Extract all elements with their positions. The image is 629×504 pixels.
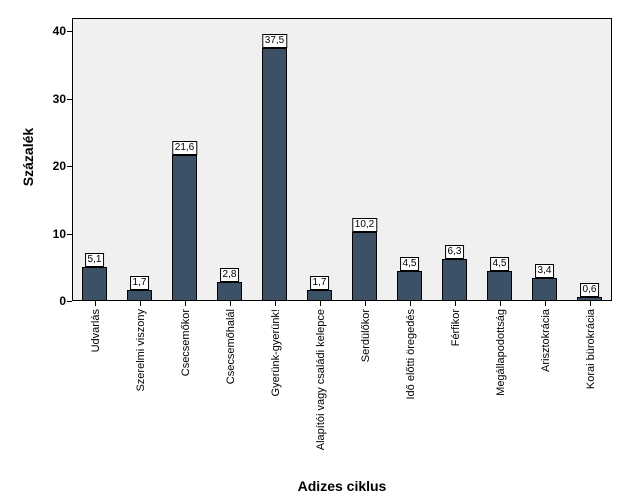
bar — [172, 155, 197, 301]
x-tick-mark — [590, 301, 591, 306]
bar — [82, 267, 107, 301]
x-category-label: Csecsemőkor — [180, 309, 192, 376]
x-category-label: Férfikor — [450, 309, 462, 346]
bar-value-label: 10,2 — [352, 218, 377, 232]
x-tick-mark — [320, 301, 321, 306]
y-axis-title: Százalék — [20, 107, 36, 207]
y-tick-mark — [67, 166, 72, 167]
y-tick-label: 30 — [46, 92, 66, 106]
x-tick-mark — [95, 301, 96, 306]
y-tick-label: 0 — [46, 294, 66, 308]
bar — [442, 259, 467, 301]
bar — [487, 271, 512, 301]
x-tick-mark — [410, 301, 411, 306]
x-category-label: Idő előtti öregedés — [405, 309, 417, 400]
bar — [532, 278, 557, 301]
x-axis-title: Adizes ciklus — [242, 478, 442, 494]
bar-value-label: 0,6 — [580, 283, 600, 297]
y-tick-mark — [67, 31, 72, 32]
bar-value-label: 1,7 — [310, 276, 330, 290]
chart-container: 0 10 20 30 40 5,1 1,7 21,6 2,8 37,5 1,7 10,2 4,5 6,3… — [0, 0, 629, 504]
bar-value-label: 6,3 — [445, 245, 465, 259]
y-tick-mark — [67, 234, 72, 235]
x-category-label: Udvarlás — [90, 309, 102, 352]
y-tick-mark — [67, 301, 72, 302]
bar-value-label: 3,4 — [535, 264, 555, 278]
x-category-label: Csecsemőhalál — [225, 309, 237, 384]
x-category-label: Megállapodottság — [495, 309, 507, 396]
bar-value-label: 2,8 — [220, 268, 240, 282]
x-tick-mark — [275, 301, 276, 306]
bar — [127, 290, 152, 301]
x-category-label: Serdülőkor — [360, 309, 372, 362]
x-category-label: Gyerünk-gyerünk! — [270, 309, 282, 396]
bar-value-label: 5,1 — [85, 253, 105, 267]
bar — [352, 232, 377, 301]
x-tick-mark — [545, 301, 546, 306]
bar-value-label: 1,7 — [130, 276, 150, 290]
x-category-label: Alapítói vagy családi kelepce — [315, 309, 327, 450]
y-tick-mark — [67, 99, 72, 100]
bar-value-label: 4,5 — [490, 257, 510, 271]
x-tick-mark — [365, 301, 366, 306]
bar — [307, 290, 332, 301]
bar-value-label: 4,5 — [400, 257, 420, 271]
bar — [217, 282, 242, 301]
bar-value-label: 37,5 — [262, 34, 287, 48]
x-tick-mark — [500, 301, 501, 306]
x-tick-mark — [230, 301, 231, 306]
y-tick-label: 40 — [46, 24, 66, 38]
y-tick-label: 10 — [46, 227, 66, 241]
x-category-label: Arisztokrácia — [540, 309, 552, 372]
bar — [262, 48, 287, 301]
bar-value-label: 21,6 — [172, 141, 197, 155]
bar — [397, 271, 422, 301]
plot-area — [72, 18, 612, 301]
x-category-label: Korai bürokrácia — [585, 309, 597, 389]
x-tick-mark — [185, 301, 186, 306]
x-tick-mark — [140, 301, 141, 306]
x-category-label: Szerelmi viszony — [135, 309, 147, 392]
x-tick-mark — [455, 301, 456, 306]
y-tick-label: 20 — [46, 159, 66, 173]
